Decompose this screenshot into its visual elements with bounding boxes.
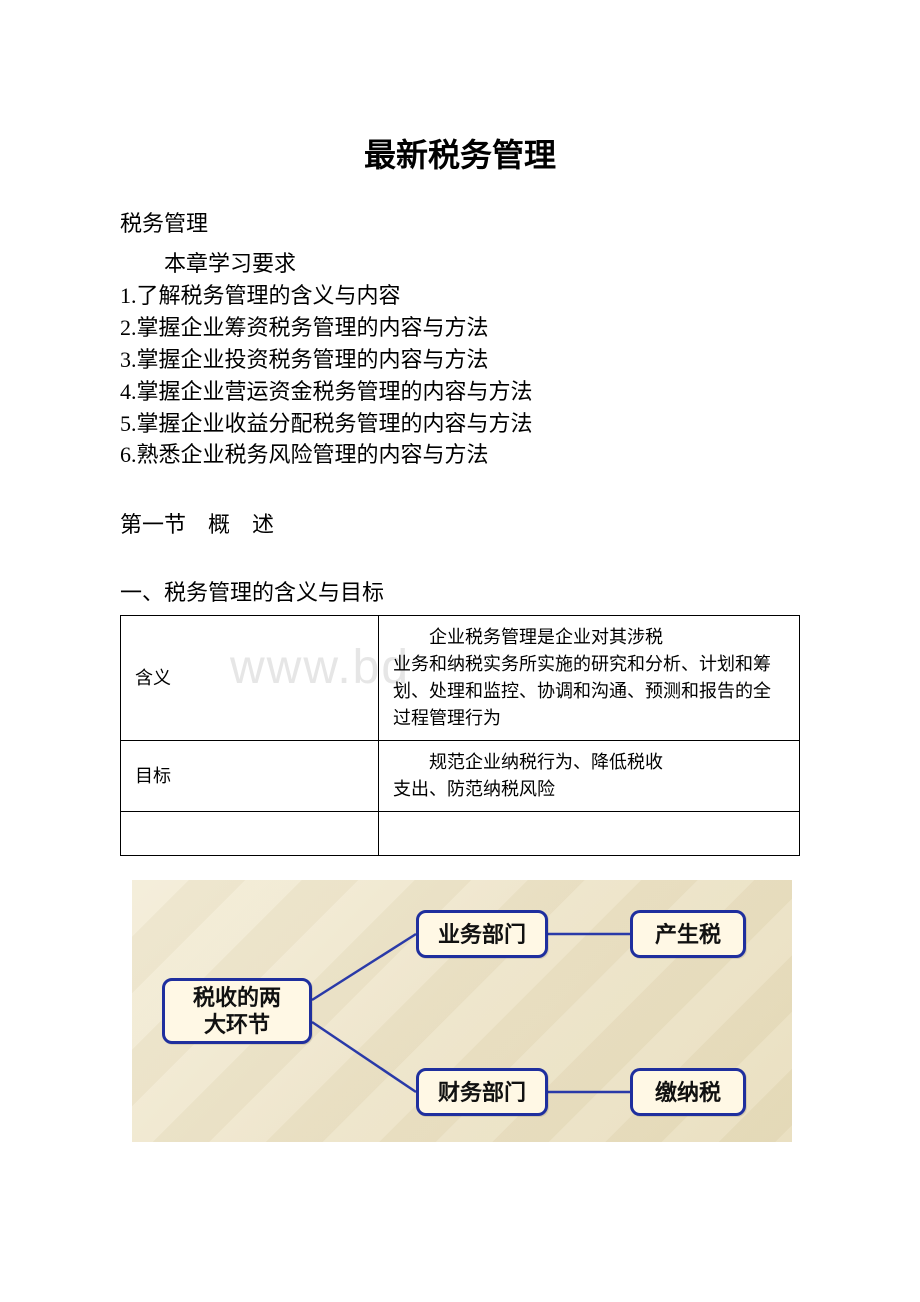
table-cell-label: 目标 bbox=[121, 741, 379, 812]
diagram-node-biz: 业务部门 bbox=[416, 910, 548, 958]
value-line: 企业税务管理是企业对其涉税 bbox=[393, 624, 785, 651]
table-cell-value: 规范企业纳税行为、降低税收 支出、防范纳税风险 bbox=[379, 741, 800, 812]
value-line: 支出、防范纳税风险 bbox=[393, 779, 555, 799]
section-label: 第一节 概 述 bbox=[120, 507, 800, 539]
value-line: 业务和纳税实务所实施的研究和分析、计划和筹划、处理和监控、协调和沟通、预测和报告… bbox=[393, 654, 771, 728]
requirement-item: 1.了解税务管理的含义与内容 bbox=[120, 280, 800, 312]
table-cell-value: 企业税务管理是企业对其涉税 业务和纳税实务所实施的研究和分析、计划和筹划、处理和… bbox=[379, 616, 800, 741]
diagram-node-gen: 产生税 bbox=[630, 910, 746, 958]
diagram-edge bbox=[312, 1022, 416, 1092]
diagram-node-pay: 缴纳税 bbox=[630, 1068, 746, 1116]
requirements-heading: 本章学习要求 bbox=[164, 246, 800, 278]
table-row: 目标 规范企业纳税行为、降低税收 支出、防范纳税风险 bbox=[121, 741, 800, 812]
requirement-item: 3.掌握企业投资税务管理的内容与方法 bbox=[120, 344, 800, 376]
requirement-item: 2.掌握企业筹资税务管理的内容与方法 bbox=[120, 312, 800, 344]
document-body: 最新税务管理 税务管理 本章学习要求 1.了解税务管理的含义与内容 2.掌握企业… bbox=[120, 130, 800, 1142]
value-line: 规范企业纳税行为、降低税收 bbox=[393, 749, 785, 776]
requirement-item: 4.掌握企业营运资金税务管理的内容与方法 bbox=[120, 376, 800, 408]
flowchart-diagram: 税收的两 大环节 业务部门财务部门 产生税缴纳税 bbox=[132, 880, 792, 1142]
diagram-node-root: 税收的两 大环节 bbox=[162, 978, 312, 1044]
subtitle: 税务管理 bbox=[120, 206, 800, 238]
table-cell-empty bbox=[379, 812, 800, 856]
definition-table: 含义 企业税务管理是企业对其涉税 业务和纳税实务所实施的研究和分析、计划和筹划、… bbox=[120, 615, 800, 856]
diagram-node-fin: 财务部门 bbox=[416, 1068, 548, 1116]
requirement-item: 6.熟悉企业税务风险管理的内容与方法 bbox=[120, 439, 800, 471]
page-title: 最新税务管理 bbox=[120, 130, 800, 176]
sub-heading: 一、税务管理的含义与目标 bbox=[120, 575, 800, 607]
requirement-item: 5.掌握企业收益分配税务管理的内容与方法 bbox=[120, 408, 800, 440]
diagram-edge bbox=[312, 934, 416, 1000]
table-cell-empty bbox=[121, 812, 379, 856]
table-row: 含义 企业税务管理是企业对其涉税 业务和纳税实务所实施的研究和分析、计划和筹划、… bbox=[121, 616, 800, 741]
table-cell-label: 含义 bbox=[121, 616, 379, 741]
table-row bbox=[121, 812, 800, 856]
